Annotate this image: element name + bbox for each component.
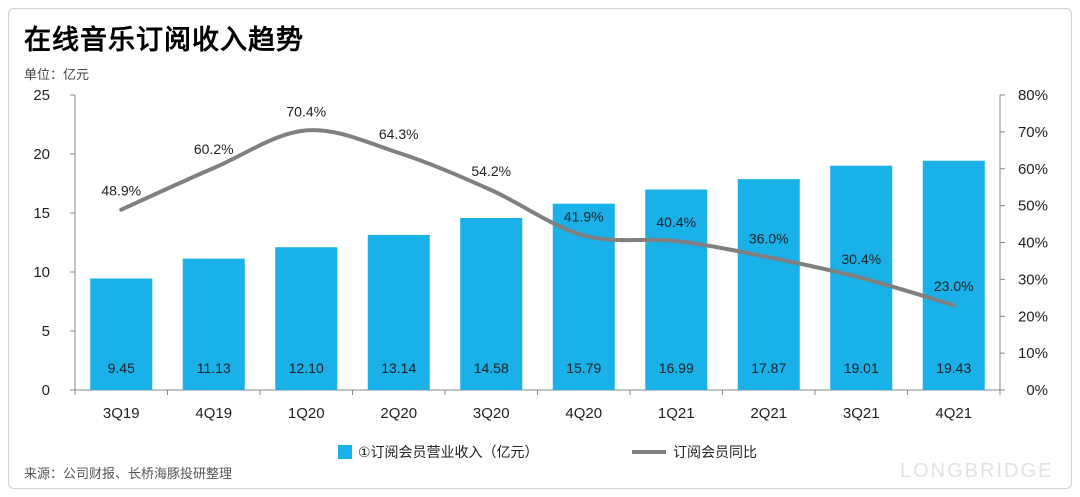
watermark-brand: LONGBRIDGE bbox=[900, 460, 1054, 482]
line-value-label: 36.0% bbox=[749, 230, 789, 246]
line-series bbox=[119, 128, 956, 308]
legend-bar-swatch bbox=[338, 445, 352, 459]
legend-line-label: 订阅会员同比 bbox=[673, 445, 757, 461]
y-right-tick-label: 80% bbox=[1018, 87, 1048, 104]
axes-group: 0 5 10 15 20 25 0% 10% 20% 30% 40% 50% 60% 70% 80% 3Q19… bbox=[33, 87, 1048, 422]
x-tick-label: 4Q21 bbox=[935, 405, 972, 422]
line-value-label: 41.9% bbox=[564, 208, 604, 224]
x-tick-label: 3Q19 bbox=[103, 405, 140, 422]
y-right-tick-label: 70% bbox=[1018, 124, 1048, 141]
line-value-label: 23.0% bbox=[934, 278, 974, 294]
source-note: 来源：公司财报、长桥海豚投研整理 bbox=[24, 467, 233, 482]
bar-value-label: 16.99 bbox=[659, 360, 694, 376]
y-right-tick-label: 20% bbox=[1018, 308, 1048, 325]
bar bbox=[90, 278, 153, 390]
bar bbox=[922, 160, 985, 390]
chart-title: 在线音乐订阅收入趋势 bbox=[24, 25, 304, 56]
line-value-label: 30.4% bbox=[841, 251, 881, 267]
x-tick-label: 2Q20 bbox=[380, 405, 417, 422]
y-left-tick-label: 0 bbox=[42, 382, 50, 399]
x-tick-label: 2Q21 bbox=[750, 405, 787, 422]
bar bbox=[645, 189, 708, 390]
bar bbox=[367, 234, 430, 390]
x-tick-label: 4Q19 bbox=[195, 405, 232, 422]
y-left-tick-label: 20 bbox=[33, 146, 50, 163]
x-tick-label: 4Q20 bbox=[565, 405, 602, 422]
bar-value-label: 11.13 bbox=[197, 360, 231, 376]
y-right-tick-label: 10% bbox=[1018, 345, 1048, 362]
line-value-label: 70.4% bbox=[286, 103, 326, 119]
bar-value-label: 19.01 bbox=[844, 360, 879, 376]
y-right-tick-label: 40% bbox=[1018, 235, 1048, 252]
bar-value-label: 9.45 bbox=[108, 360, 135, 376]
y-right-tick-label: 60% bbox=[1018, 161, 1048, 178]
bar-value-label: 15.79 bbox=[566, 360, 601, 376]
y-right-tick-label: 50% bbox=[1018, 198, 1048, 215]
bar bbox=[275, 247, 338, 390]
legend: ①订阅会员营业收入（亿元） 订阅会员同比 bbox=[338, 445, 757, 461]
line-value-label: 48.9% bbox=[101, 183, 141, 199]
bar bbox=[460, 217, 523, 390]
bar bbox=[182, 258, 245, 390]
line-value-label: 40.4% bbox=[656, 214, 696, 230]
x-tick-label: 1Q21 bbox=[658, 405, 695, 422]
data-labels: 9.45 11.13 12.10 13.14 14.58 15.79 16.99 17.87 1… bbox=[101, 103, 973, 376]
x-tick-label: 3Q21 bbox=[843, 405, 880, 422]
y-right-tick-label: 30% bbox=[1018, 271, 1048, 288]
y-left-tick-label: 10 bbox=[33, 264, 50, 281]
bar bbox=[737, 179, 800, 390]
line-value-label: 60.2% bbox=[194, 141, 234, 157]
x-tick-label: 1Q20 bbox=[288, 405, 325, 422]
unit-label: 单位：亿元 bbox=[24, 68, 90, 83]
y-right-tick-label: 0% bbox=[1026, 382, 1048, 399]
bar-value-label: 13.14 bbox=[381, 360, 416, 376]
bar-value-label: 19.43 bbox=[936, 360, 971, 376]
y-left-tick-label: 5 bbox=[42, 323, 50, 340]
legend-bar-label: ①订阅会员营业收入（亿元） bbox=[358, 445, 539, 461]
bar-value-label: 12.10 bbox=[289, 360, 324, 376]
x-tick-label: 3Q20 bbox=[473, 405, 510, 422]
y-left-tick-label: 25 bbox=[33, 87, 50, 104]
chart-frame bbox=[8, 8, 1072, 489]
bar-value-label: 14.58 bbox=[474, 360, 509, 376]
y-left-tick-label: 15 bbox=[33, 205, 50, 222]
line-path bbox=[119, 128, 956, 308]
bar-value-label: 17.87 bbox=[751, 360, 786, 376]
line-value-label: 54.2% bbox=[471, 163, 511, 179]
line-value-label: 64.3% bbox=[379, 126, 419, 142]
